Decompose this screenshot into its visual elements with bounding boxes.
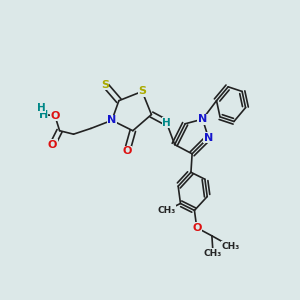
Text: S: S xyxy=(138,86,146,96)
Text: O: O xyxy=(50,111,60,121)
Text: CH₃: CH₃ xyxy=(158,206,176,215)
Text: CH₃: CH₃ xyxy=(221,242,240,251)
Text: S: S xyxy=(101,80,109,89)
Text: H: H xyxy=(37,103,45,112)
Text: O: O xyxy=(192,223,202,233)
Text: O: O xyxy=(48,140,57,150)
Text: N: N xyxy=(204,133,213,142)
Text: H: H xyxy=(39,110,48,119)
Text: O: O xyxy=(122,146,132,157)
Text: N: N xyxy=(198,114,207,124)
Text: CH₃: CH₃ xyxy=(204,249,222,258)
Text: H: H xyxy=(162,118,171,128)
Text: N: N xyxy=(107,115,116,125)
